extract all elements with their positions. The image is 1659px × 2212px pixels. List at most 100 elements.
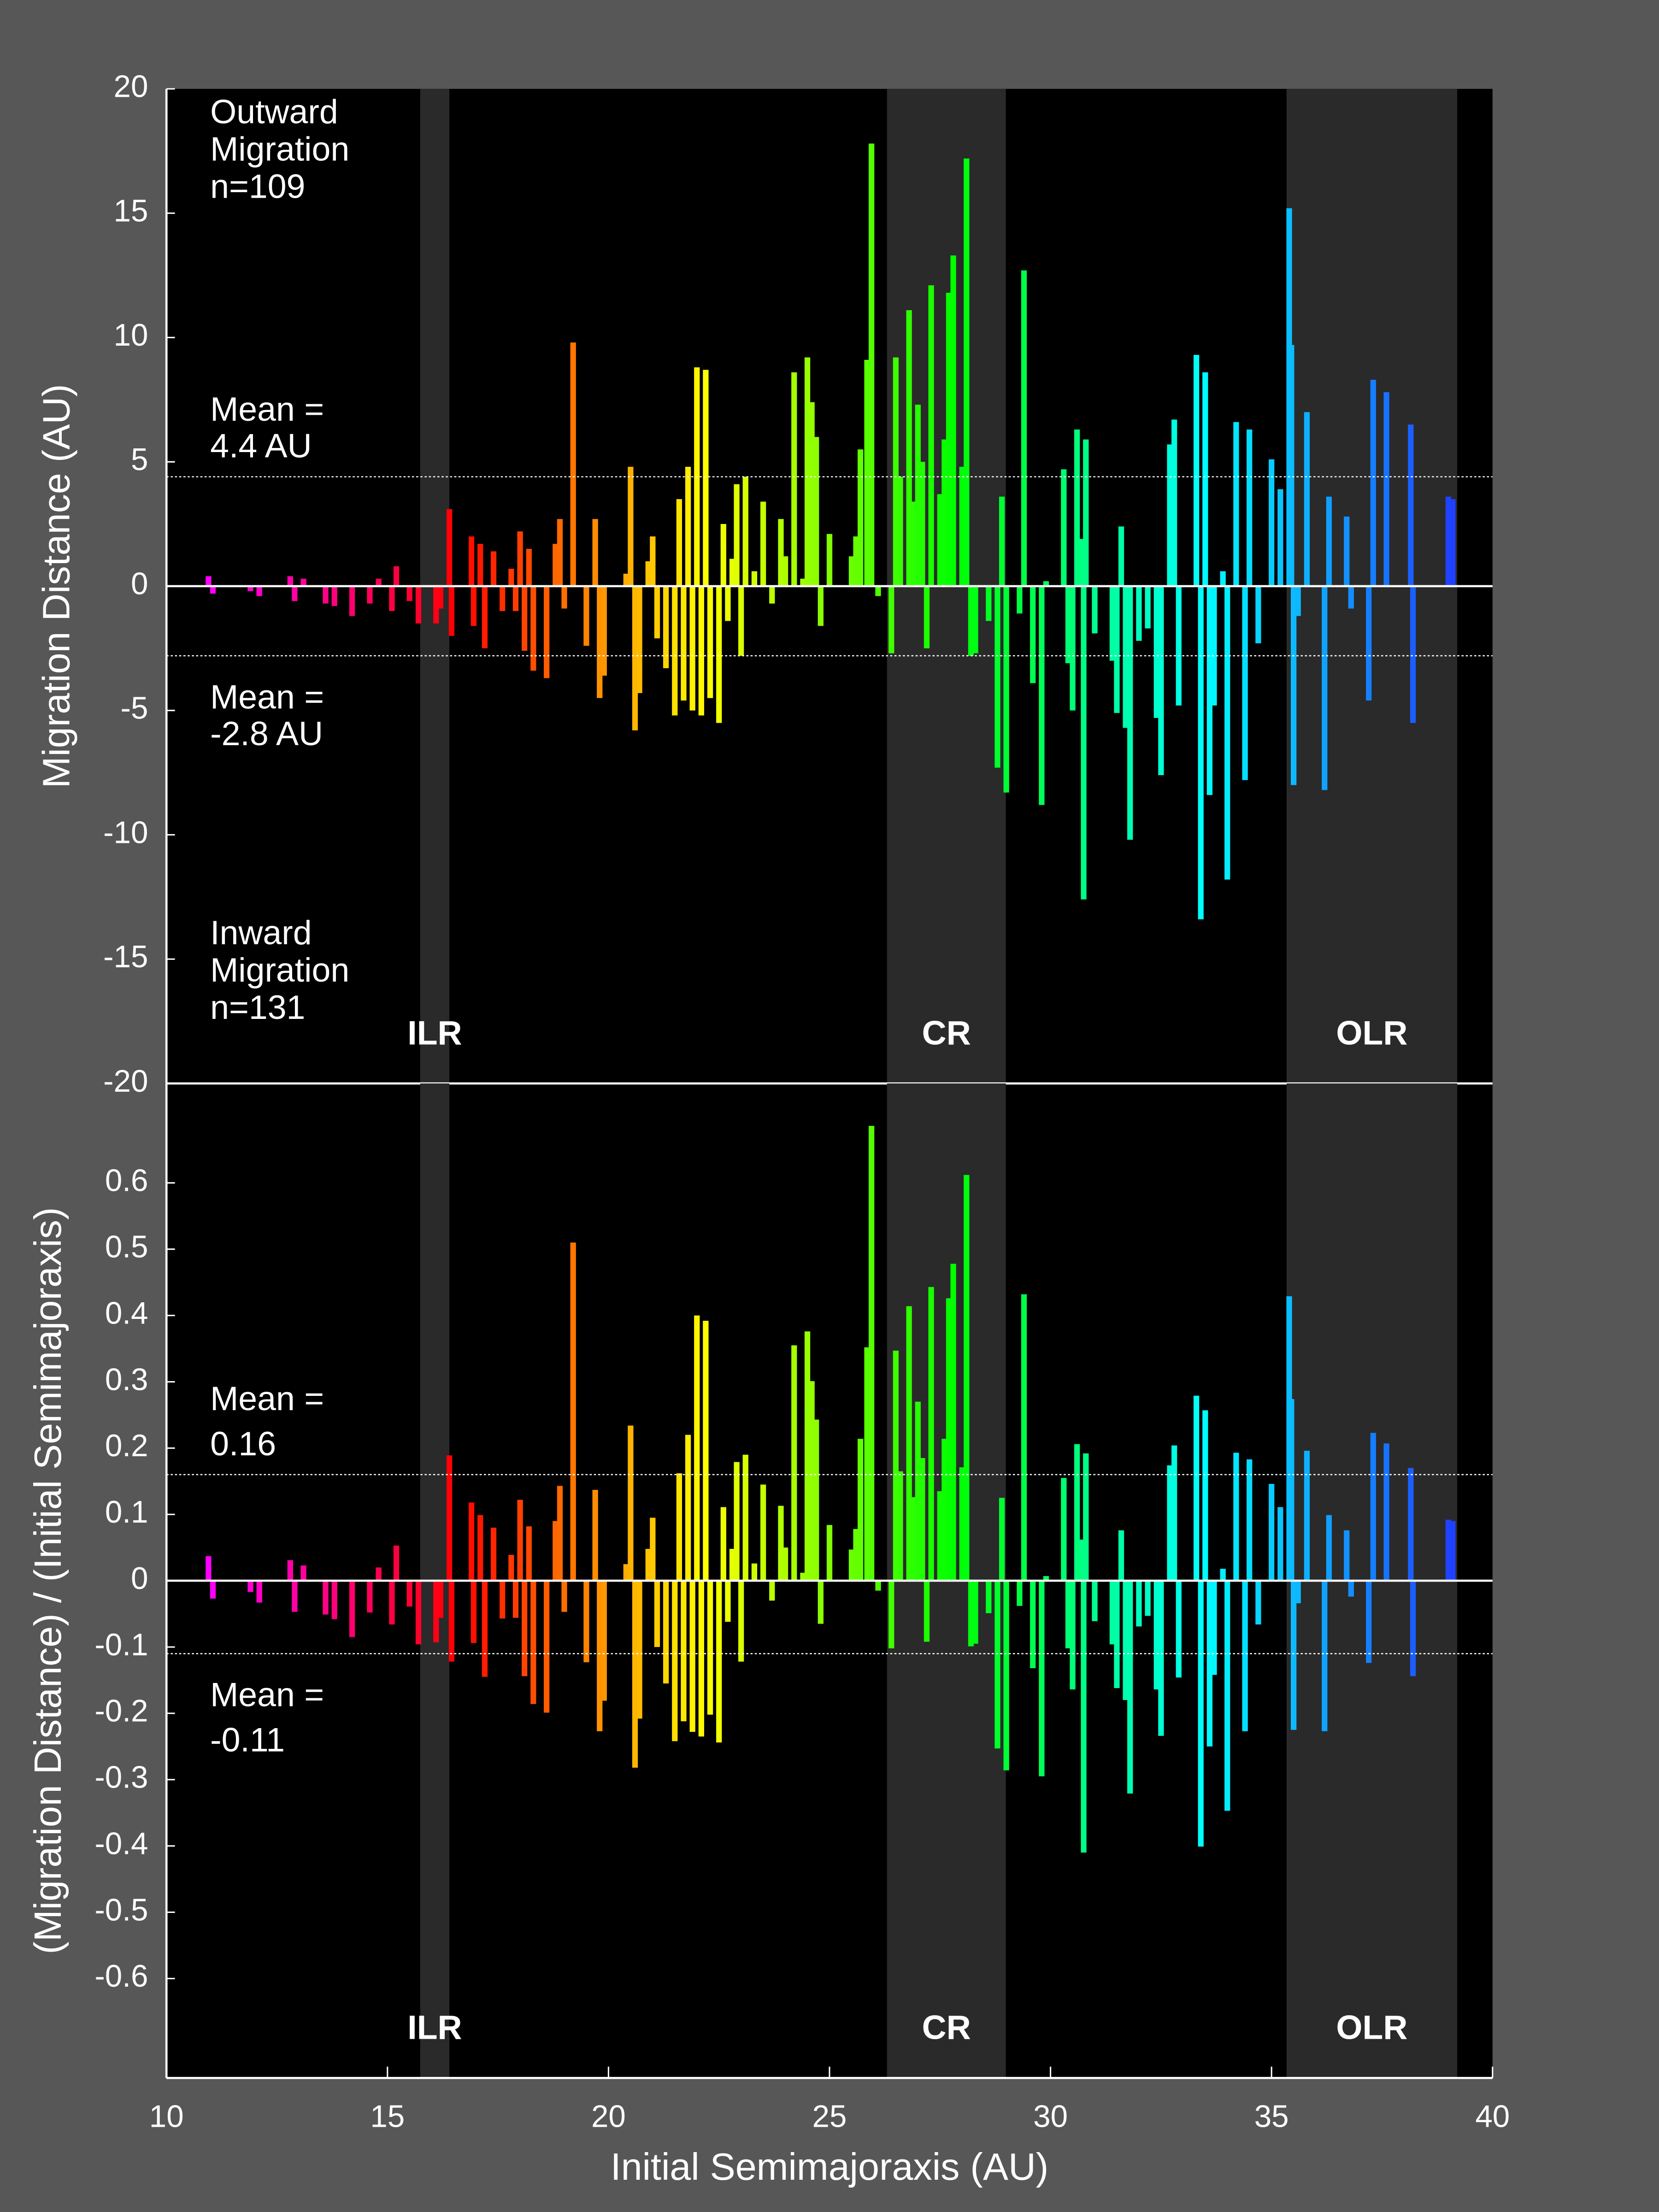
- bar: [1304, 1451, 1310, 1581]
- mean-label: Mean =: [210, 1379, 324, 1418]
- bar: [1304, 412, 1310, 586]
- bar: [928, 1287, 934, 1581]
- bar: [1410, 1581, 1416, 1677]
- bar: [778, 1506, 784, 1581]
- bar: [1206, 586, 1213, 795]
- bar: [570, 342, 576, 586]
- y-tick-label: 0.5: [105, 1230, 148, 1264]
- bar: [888, 586, 894, 653]
- bar: [1198, 1581, 1204, 1847]
- bar: [950, 255, 956, 586]
- bar: [804, 1331, 811, 1581]
- bar: [911, 501, 917, 586]
- bar: [968, 1581, 974, 1647]
- bar: [1158, 1581, 1164, 1736]
- bar: [526, 1526, 532, 1581]
- bar: [663, 1581, 669, 1684]
- bar: [530, 586, 536, 671]
- bar: [924, 586, 930, 648]
- bar: [247, 586, 253, 591]
- bar: [906, 310, 912, 586]
- bar: [1288, 345, 1294, 586]
- bar: [406, 586, 412, 601]
- bar: [1127, 586, 1133, 840]
- y-tick-label: 20: [114, 70, 148, 104]
- bar: [415, 1581, 422, 1645]
- bar: [393, 566, 400, 586]
- bar: [1194, 355, 1200, 586]
- bar: [1065, 586, 1071, 664]
- bar: [791, 372, 797, 586]
- bar: [1277, 489, 1283, 586]
- bar: [331, 1581, 337, 1619]
- bar: [1220, 1569, 1226, 1581]
- y-tick-label: 0.4: [105, 1296, 148, 1330]
- bar: [946, 293, 952, 586]
- bar: [471, 1581, 477, 1643]
- y-tick-label: -0.1: [94, 1628, 148, 1662]
- bar: [1269, 459, 1275, 586]
- bar: [1070, 1581, 1076, 1690]
- y-tick-label: -0.3: [94, 1760, 148, 1795]
- bar: [937, 1491, 943, 1581]
- annotation: n=131: [210, 988, 305, 1026]
- bar: [1176, 586, 1182, 706]
- bar: [583, 586, 589, 646]
- bar: [508, 569, 514, 586]
- bar: [1017, 586, 1023, 614]
- bar: [964, 158, 970, 586]
- x-tick-label: 20: [591, 2100, 626, 2134]
- bar: [994, 586, 1000, 768]
- bar: [1224, 586, 1230, 880]
- annotation: Migration: [210, 129, 349, 168]
- mean-label: -0.11: [210, 1721, 285, 1759]
- bar: [1043, 1576, 1049, 1581]
- bar: [331, 586, 337, 606]
- bar: [689, 1581, 695, 1732]
- bar: [1030, 1581, 1036, 1669]
- bar: [906, 1306, 912, 1581]
- bar: [500, 1581, 506, 1619]
- bar: [813, 1419, 819, 1581]
- bar: [826, 1525, 833, 1581]
- y-tick-label: -10: [103, 815, 148, 850]
- bar: [1109, 1581, 1115, 1645]
- bar: [446, 509, 453, 586]
- bar: [1450, 1521, 1456, 1581]
- bar: [389, 586, 395, 611]
- bar: [437, 1581, 444, 1618]
- bar: [206, 576, 212, 586]
- y-tick-label: -0.6: [94, 1959, 148, 1994]
- bar: [685, 466, 691, 586]
- bar: [1083, 439, 1089, 586]
- bar: [597, 1581, 603, 1731]
- bar: [1408, 1468, 1414, 1581]
- bar: [1242, 586, 1248, 780]
- bar: [1043, 581, 1049, 586]
- bar: [858, 1439, 864, 1581]
- y-tick-label: -0.5: [94, 1893, 148, 1927]
- bar: [287, 1560, 293, 1581]
- bar: [1295, 586, 1301, 616]
- bar: [663, 586, 669, 668]
- bar: [256, 1581, 262, 1603]
- bar: [720, 1507, 726, 1581]
- bar: [853, 1529, 859, 1581]
- mean-label: 4.4 AU: [210, 427, 312, 465]
- bar: [623, 573, 629, 586]
- bar: [915, 1401, 921, 1581]
- bar: [292, 1581, 298, 1612]
- bar: [636, 586, 642, 693]
- bar: [1039, 586, 1045, 805]
- bar: [1198, 586, 1204, 919]
- bar: [1255, 586, 1261, 644]
- bar: [592, 1489, 598, 1581]
- y-tick-label: 0.3: [105, 1362, 148, 1397]
- bar: [1383, 1443, 1389, 1581]
- bar: [376, 1567, 382, 1581]
- bar: [769, 1581, 775, 1601]
- bar: [1366, 586, 1372, 701]
- bar: [530, 1581, 536, 1704]
- bar: [561, 1581, 567, 1612]
